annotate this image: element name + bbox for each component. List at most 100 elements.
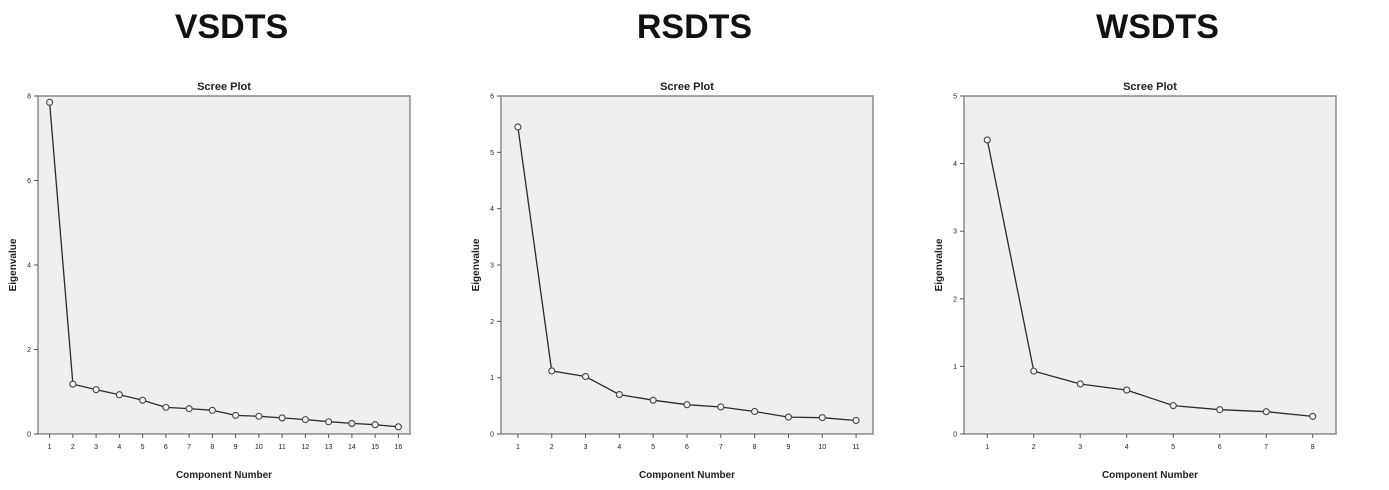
data-point — [1123, 386, 1131, 394]
plot-area — [500, 95, 874, 435]
x-tick-label: 2 — [550, 444, 554, 451]
data-point — [1309, 412, 1317, 420]
x-tick-label: 9 — [787, 444, 791, 451]
x-tick-label: 4 — [1125, 444, 1129, 451]
x-tick-label: 3 — [584, 444, 588, 451]
x-tick-label: 4 — [617, 444, 621, 451]
y-tick-label: 1 — [953, 364, 957, 371]
y-tick-label: 4 — [490, 206, 494, 213]
x-tick-label: 7 — [187, 444, 191, 451]
data-point — [717, 403, 725, 411]
data-point — [69, 380, 77, 388]
x-tick-label: 7 — [1264, 444, 1268, 451]
eigenvalue-line — [48, 102, 399, 428]
y-tick-label: 3 — [490, 263, 494, 270]
data-point — [751, 407, 759, 416]
y-tick-label: 2 — [27, 347, 31, 354]
y-axis-label: Eigenvalue — [8, 238, 19, 291]
data-point — [1262, 408, 1270, 416]
x-axis-label: Component Number — [639, 470, 735, 481]
x-tick-label: 9 — [234, 444, 238, 451]
data-point — [818, 414, 826, 422]
x-axis-label: Component Number — [1102, 470, 1198, 481]
x-tick-label: 5 — [141, 444, 145, 451]
scree-plot-rsdts: Scree Plot Component Number Eigenvalue 0 1 2 3… — [471, 81, 874, 481]
plot-title: Scree Plot — [197, 81, 251, 93]
x-tick-label: 4 — [117, 444, 121, 451]
y-tick-label: 0 — [490, 432, 494, 439]
panel-title: VSDTS — [174, 8, 289, 46]
x-tick-label: 8 — [1311, 444, 1315, 451]
x-tick-label: 1 — [516, 444, 520, 451]
y-tick-label: 4 — [27, 263, 31, 270]
scree-plot-wsdts: Scree Plot Component Number Eigenvalue 0 1 2 3… — [934, 81, 1337, 481]
x-tick-label: 11 — [278, 444, 285, 451]
x-tick-label: 6 — [1218, 444, 1222, 451]
data-point — [1030, 367, 1038, 375]
x-tick-label: 3 — [1078, 444, 1082, 451]
data-point — [208, 406, 216, 414]
x-tick-label: 14 — [348, 444, 356, 451]
data-point — [301, 416, 309, 424]
x-tick-label: 7 — [719, 444, 723, 451]
data-point — [649, 396, 657, 404]
panel-vsdts: VSDTS Scree Plot Component Number Eigenval… — [0, 0, 463, 486]
x-tick-label: 3 — [94, 444, 98, 451]
y-tick-label: 0 — [953, 432, 957, 439]
x-tick-label: 5 — [651, 444, 655, 451]
y-tick-label: 2 — [490, 319, 494, 326]
x-axis-label: Component Number — [176, 470, 272, 481]
y-tick-label: 2 — [953, 296, 957, 303]
x-tick-label: 6 — [164, 444, 168, 451]
x-tick-label: 10 — [255, 444, 263, 451]
data-point — [92, 386, 100, 394]
panel-title: WSDTS — [1096, 8, 1219, 46]
plot-title: Scree Plot — [660, 81, 714, 93]
data-point — [1216, 406, 1224, 414]
x-tick-label: 11 — [852, 444, 859, 451]
data-point — [852, 416, 860, 425]
panel-wsdts: WSDTS Scree Plot Component Number Eigenval… — [926, 0, 1389, 486]
plot-area — [963, 95, 1337, 435]
data-point — [784, 413, 793, 421]
x-tick-label: 13 — [325, 444, 333, 451]
data-point — [371, 421, 379, 429]
scree-plot-vsdts: Scree Plot Component Number Eigenvalue 0 2 4 6… — [8, 81, 411, 481]
data-point — [1169, 402, 1177, 410]
y-tick-label: 5 — [490, 150, 494, 157]
x-tick-label: 1 — [48, 444, 52, 451]
y-tick-label: 6 — [27, 178, 31, 185]
x-tick-label: 15 — [371, 444, 379, 451]
x-tick-label: 10 — [818, 444, 826, 451]
data-point — [683, 401, 691, 409]
x-tick-label: 5 — [1171, 444, 1175, 451]
y-tick-label: 8 — [27, 94, 31, 101]
panel-title: RSDTS — [636, 8, 753, 46]
x-tick-label: 8 — [753, 444, 757, 451]
data-point — [139, 396, 147, 404]
x-tick-label: 12 — [301, 444, 309, 451]
y-tick-label: 1 — [490, 375, 494, 382]
data-point — [514, 123, 522, 131]
panel-rsdts: RSDTS Scree Plot Component Number Eigenval… — [463, 0, 926, 486]
data-point — [615, 391, 623, 399]
x-tick-label: 2 — [71, 444, 75, 451]
data-point — [1076, 380, 1084, 388]
data-point — [548, 367, 556, 375]
x-tick-label: 6 — [685, 444, 689, 451]
data-point — [325, 418, 333, 426]
y-tick-label: 4 — [953, 161, 957, 168]
data-point — [581, 372, 590, 381]
y-axis-label: Eigenvalue — [471, 238, 482, 291]
x-tick-label: 8 — [210, 444, 214, 451]
x-tick-label: 1 — [985, 444, 989, 451]
data-point — [185, 405, 193, 413]
y-tick-label: 3 — [953, 229, 957, 236]
plot-area — [37, 95, 411, 435]
data-point — [348, 419, 356, 427]
data-point — [278, 414, 286, 422]
x-tick-label: 16 — [394, 444, 402, 451]
data-point — [983, 136, 991, 144]
data-point — [162, 403, 170, 411]
data-point — [232, 411, 240, 419]
